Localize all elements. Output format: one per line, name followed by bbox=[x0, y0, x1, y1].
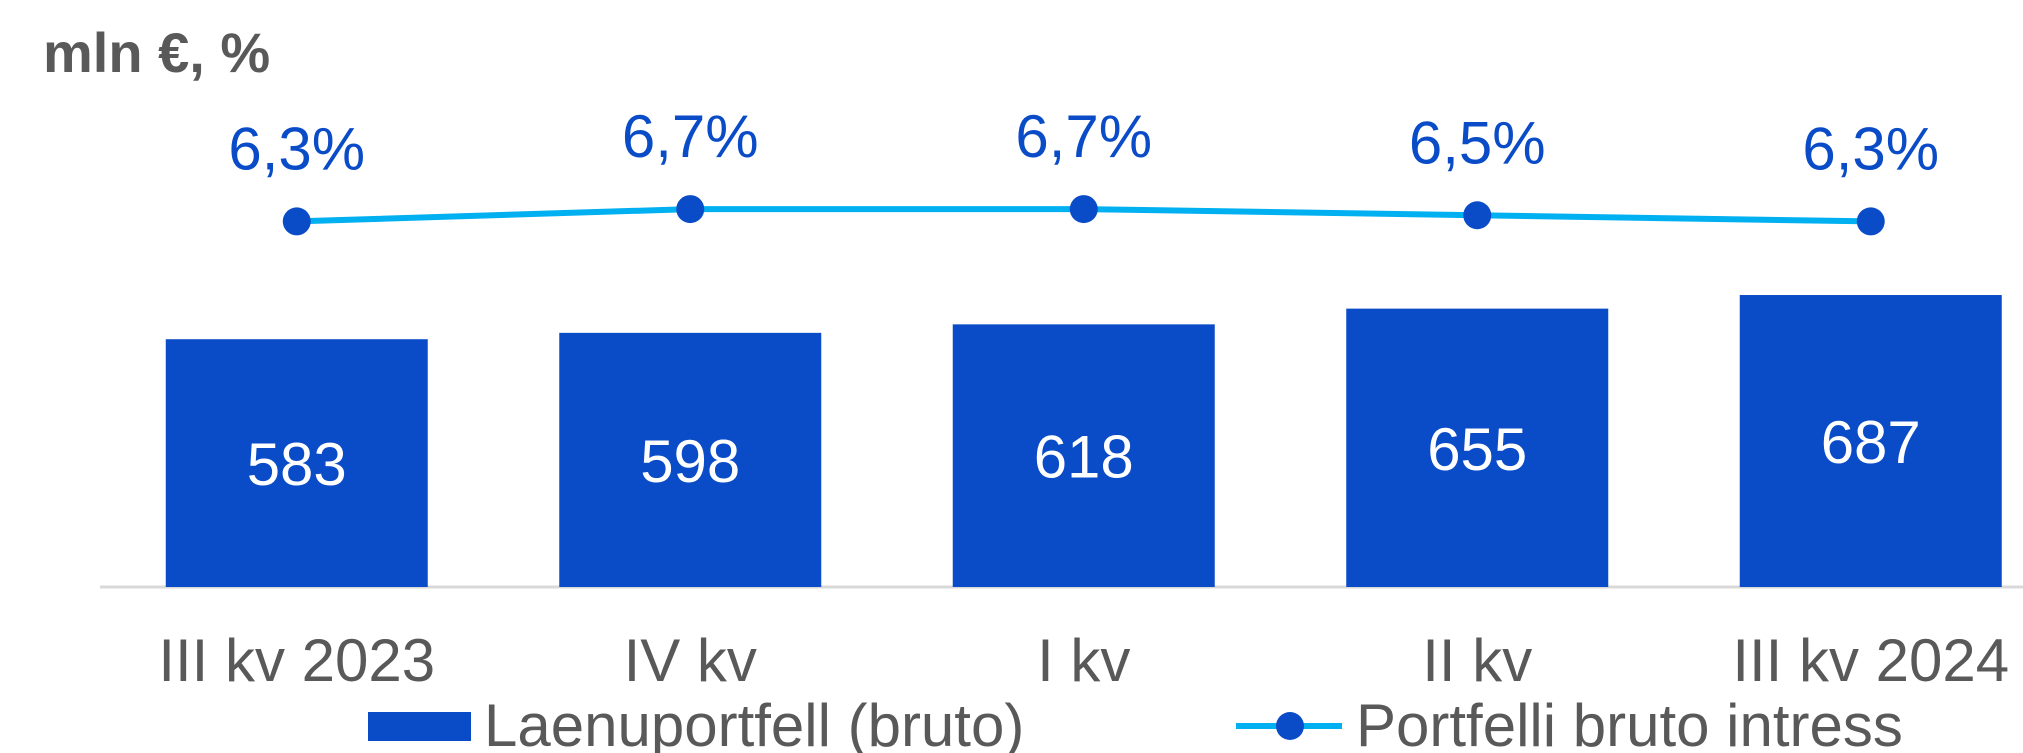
bar-label: 618 bbox=[1034, 424, 1134, 491]
x-tick-label: IV kv bbox=[624, 627, 757, 694]
x-tick-label: I kv bbox=[1037, 627, 1130, 694]
bar-label: 687 bbox=[1821, 409, 1921, 476]
point-label: 6,7% bbox=[1015, 103, 1152, 170]
bar-label: 583 bbox=[247, 431, 347, 498]
line-point bbox=[1069, 195, 1098, 224]
point-label: 6,3% bbox=[1802, 115, 1939, 182]
x-tick-label: III kv 2023 bbox=[158, 627, 435, 694]
point-label: 6,3% bbox=[228, 115, 365, 182]
line-point bbox=[676, 195, 705, 224]
bar bbox=[1346, 308, 1609, 587]
bar-label: 598 bbox=[640, 428, 740, 495]
bar bbox=[952, 324, 1215, 587]
x-tick-label: II kv bbox=[1422, 627, 1532, 694]
line-point bbox=[1463, 201, 1492, 230]
bar bbox=[1739, 295, 2002, 587]
line-point bbox=[282, 207, 311, 236]
line-point bbox=[1856, 207, 1885, 236]
legend-swatch bbox=[1276, 712, 1304, 740]
legend-label: Laenuportfell (bruto) bbox=[484, 692, 1024, 753]
legend-label: Portfelli bruto intress bbox=[1356, 692, 1903, 753]
x-tick-label: III kv 2024 bbox=[1732, 627, 2009, 694]
bar-label: 655 bbox=[1427, 416, 1527, 483]
point-label: 6,7% bbox=[622, 103, 759, 170]
point-label: 6,5% bbox=[1409, 109, 1546, 176]
chart-title: mln €, % bbox=[43, 21, 270, 84]
bar bbox=[165, 339, 428, 587]
legend-swatch bbox=[368, 712, 471, 741]
bar bbox=[559, 332, 822, 587]
